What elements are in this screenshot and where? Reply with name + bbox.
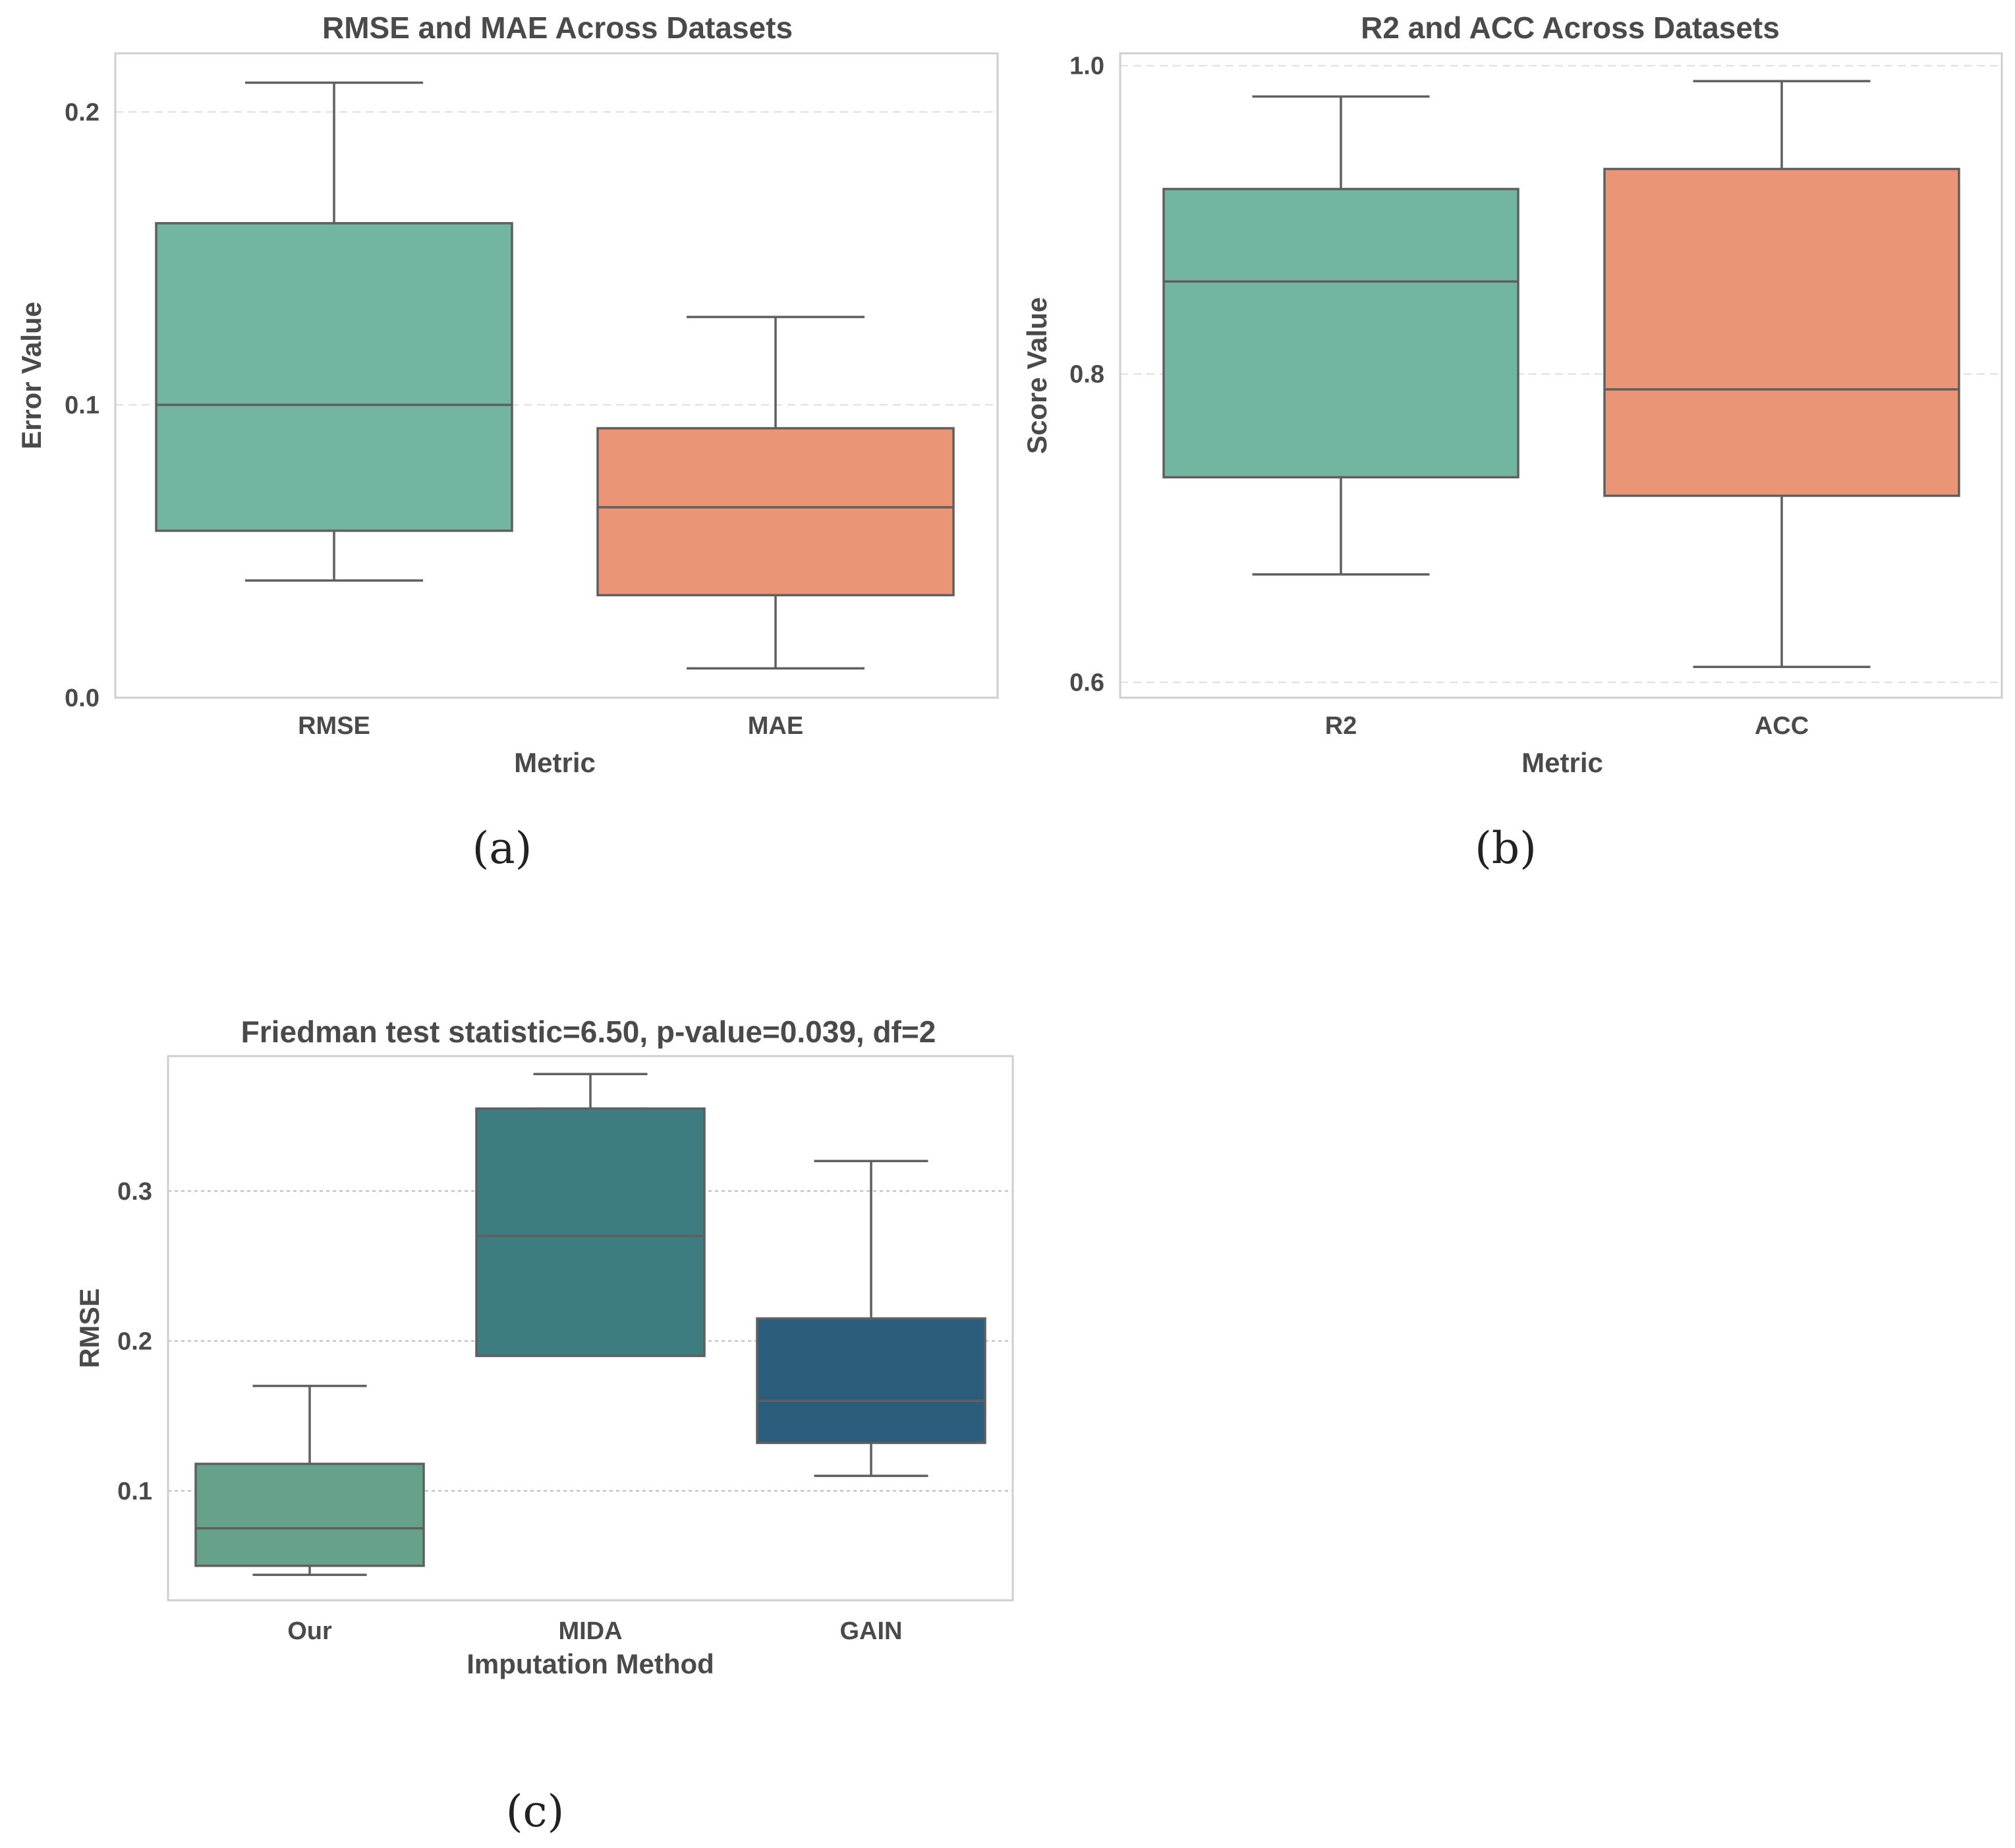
panel-b-yticks: 0.6 0.8 1.0 <box>1069 53 1104 697</box>
y-tick-label: 1.0 <box>1069 53 1104 80</box>
box-gain <box>756 1160 986 1477</box>
y-tick-label: 0.2 <box>65 99 99 126</box>
panel-c-boxes <box>194 1073 986 1577</box>
panel-b-frame <box>1119 52 2003 699</box>
panel-a-xticks: RMSE MAE <box>298 712 803 740</box>
x-tick-label: MIDA <box>558 1617 622 1645</box>
panel-a-title: RMSE and MAE Across Datasets <box>322 11 793 45</box>
panel-a-frame <box>114 52 999 699</box>
box-r2 <box>1162 95 1519 576</box>
box-iqr <box>1162 188 1519 479</box>
box-mae <box>596 316 955 670</box>
box-rmse <box>155 81 513 582</box>
y-tick-label: 0.6 <box>1069 669 1104 697</box>
box-acc <box>1603 80 1960 668</box>
panel-a-boxes <box>155 81 955 670</box>
panel-b-ylabel: Score Value <box>1021 297 1052 454</box>
panel-a-xlabel: Metric <box>514 747 596 778</box>
panel-b-boxes <box>1162 80 1960 668</box>
y-tick-label: 0.2 <box>117 1328 152 1355</box>
panel-a: RMSE and MAE Across Datasets 0.0 0.1 0.2 R… <box>16 11 999 874</box>
y-tick-label: 0.8 <box>1069 361 1104 389</box>
panel-b: R2 and ACC Across Datasets 0.6 0.8 1.0 R2 A… <box>1021 11 2003 874</box>
panel-c-yticks: 0.1 0.2 0.3 <box>117 1178 152 1505</box>
panel-c-caption: (c) <box>506 1786 564 1837</box>
x-tick-label: RMSE <box>298 712 370 740</box>
y-tick-label: 0.1 <box>65 391 99 419</box>
box-mida <box>475 1073 706 1357</box>
panel-a-caption: (a) <box>472 823 532 874</box>
box-iqr <box>1603 167 1960 497</box>
y-tick-label: 0.3 <box>117 1178 152 1206</box>
panel-c-xlabel: Imputation Method <box>467 1648 714 1679</box>
panel-a-ylabel: Error Value <box>16 302 47 449</box>
x-tick-label: ACC <box>1755 712 1809 740</box>
panel-c-title: Friedman test statistic=6.50, p-value=0.… <box>241 1015 936 1049</box>
panel-c: Friedman test statistic=6.50, p-value=0.… <box>74 1015 1014 1837</box>
x-tick-label: R2 <box>1325 712 1357 740</box>
y-tick-label: 0.1 <box>117 1478 152 1505</box>
x-tick-label: Our <box>287 1617 332 1645</box>
box-iqr <box>155 222 513 532</box>
panel-c-frame <box>167 1055 1014 1602</box>
box-iqr <box>475 1107 706 1357</box>
panel-c-xticks: Our MIDA GAIN <box>287 1617 902 1645</box>
panel-b-xticks: R2 ACC <box>1325 712 1809 740</box>
panel-a-yticks: 0.0 0.1 0.2 <box>65 99 99 712</box>
box-our <box>194 1384 425 1577</box>
panel-b-xlabel: Metric <box>1521 747 1603 778</box>
panel-b-caption: (b) <box>1475 823 1537 874</box>
x-tick-label: MAE <box>748 712 803 740</box>
panel-b-title: R2 and ACC Across Datasets <box>1361 11 1780 45</box>
panel-c-ylabel: RMSE <box>74 1288 105 1368</box>
box-iqr <box>596 427 955 597</box>
box-iqr <box>756 1317 986 1444</box>
x-tick-label: GAIN <box>840 1617 903 1645</box>
box-iqr <box>194 1463 425 1567</box>
y-tick-label: 0.0 <box>65 685 99 712</box>
